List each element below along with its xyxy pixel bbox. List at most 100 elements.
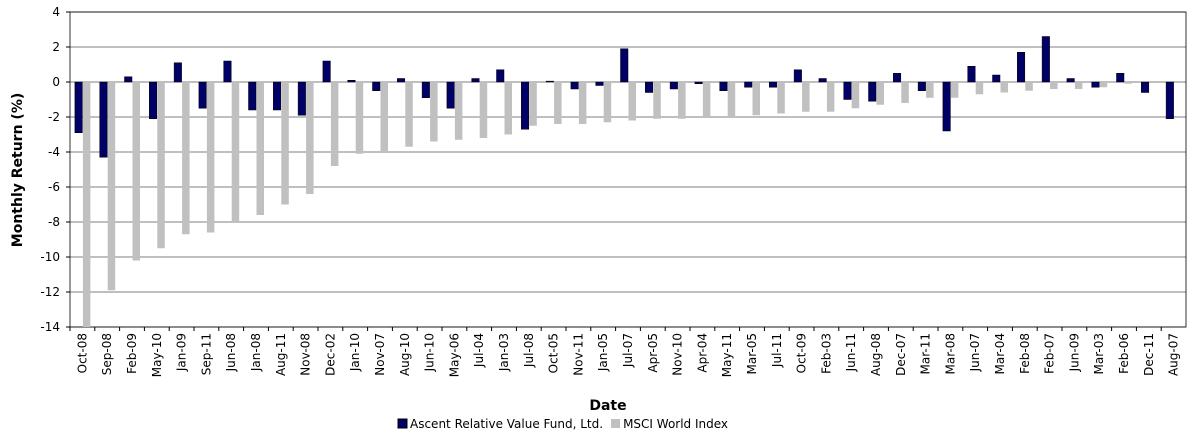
bar xyxy=(206,82,215,233)
x-tick-label: Feb-07 xyxy=(1043,333,1057,374)
bar xyxy=(281,82,289,205)
bar xyxy=(554,82,562,124)
bar xyxy=(702,82,711,117)
bar xyxy=(1017,52,1026,83)
bar xyxy=(355,82,364,154)
x-tick-label: Jul-07 xyxy=(621,333,635,368)
bar xyxy=(124,76,133,83)
x-tick-label: Dec-07 xyxy=(894,333,908,376)
bar xyxy=(744,81,753,88)
bar xyxy=(471,78,480,83)
bar xyxy=(719,81,728,91)
x-tick-label: Sep-11 xyxy=(199,333,213,375)
bar xyxy=(430,82,438,142)
x-tick-label: Dec-02 xyxy=(323,333,337,376)
bar xyxy=(1165,81,1174,119)
bar xyxy=(1050,82,1058,89)
y-tick-label: 4 xyxy=(52,5,60,19)
bar xyxy=(322,60,331,83)
x-tick-label: Aug-11 xyxy=(274,333,288,376)
x-tick-label: Mar-04 xyxy=(993,333,1007,374)
bar xyxy=(1025,82,1033,91)
bar xyxy=(901,82,909,103)
bar xyxy=(942,81,951,132)
bar xyxy=(107,82,116,291)
bar xyxy=(132,82,140,261)
bar xyxy=(678,82,686,119)
bar xyxy=(454,82,463,140)
x-tick-label: Apr-04 xyxy=(695,333,709,373)
bar xyxy=(628,82,636,121)
bar xyxy=(826,82,835,112)
x-tick-label: May-10 xyxy=(150,333,164,377)
bar xyxy=(967,66,976,83)
bar xyxy=(868,81,877,102)
bar xyxy=(479,82,488,138)
x-tick-label: Apr-05 xyxy=(646,333,660,373)
x-tick-label: Feb-08 xyxy=(1018,333,1032,374)
bar xyxy=(1000,82,1008,93)
bar xyxy=(504,82,512,135)
x-axis-label: Date xyxy=(589,398,626,414)
y-tick-label: -2 xyxy=(48,110,60,124)
bar xyxy=(653,82,661,119)
y-tick-label: -10 xyxy=(40,250,60,264)
x-tick-label: May-06 xyxy=(447,333,461,377)
x-tick-label: Nov-10 xyxy=(671,333,685,376)
bar xyxy=(876,82,884,105)
bar xyxy=(752,82,760,116)
x-tick-label: Jan-05 xyxy=(596,333,610,372)
x-tick-label: Feb-09 xyxy=(125,333,139,374)
bar xyxy=(793,69,802,83)
y-tick-label: 2 xyxy=(52,40,60,54)
x-tick-label: Aug-10 xyxy=(398,333,412,376)
y-tick-label: -4 xyxy=(48,145,60,159)
bar xyxy=(893,73,902,83)
bar xyxy=(1074,82,1083,89)
x-tick-label: Mar-05 xyxy=(745,333,759,374)
x-tick-label: Jan-03 xyxy=(497,333,511,372)
bar xyxy=(595,81,604,86)
bar xyxy=(1141,81,1150,93)
bar xyxy=(843,81,852,100)
bar xyxy=(818,78,827,83)
x-tick-label: Jul-11 xyxy=(770,333,784,368)
x-tick-label: Aug-07 xyxy=(1167,333,1181,376)
bar xyxy=(173,62,182,83)
bar xyxy=(578,82,587,124)
bar xyxy=(521,81,530,130)
bar xyxy=(570,81,579,90)
bar xyxy=(380,82,388,152)
bar xyxy=(421,81,430,98)
y-tick-label: 0 xyxy=(52,75,60,89)
x-tick-label: Jan-10 xyxy=(348,333,362,372)
bar xyxy=(446,81,455,109)
bar xyxy=(330,82,339,166)
x-tick-label: Sep-08 xyxy=(100,333,114,375)
bar xyxy=(372,81,381,91)
x-tick-label: Dec-11 xyxy=(1142,333,1156,376)
bar xyxy=(273,81,282,111)
legend-swatch xyxy=(611,419,621,428)
x-tick-label: Jul-08 xyxy=(522,333,536,368)
x-tick-label: Mar-11 xyxy=(919,333,933,374)
x-tick-label: Feb-06 xyxy=(1117,333,1131,374)
bar xyxy=(405,82,413,147)
bar xyxy=(802,82,810,112)
bar xyxy=(1066,78,1075,83)
bar xyxy=(149,81,158,119)
x-tick-label: Nov-11 xyxy=(571,333,585,376)
x-tick-label: Nov-08 xyxy=(299,333,313,376)
bar xyxy=(694,81,703,84)
plot-border xyxy=(69,11,1187,328)
bar xyxy=(917,81,926,91)
bar xyxy=(1041,36,1050,83)
bar xyxy=(851,82,860,109)
bar xyxy=(926,82,934,98)
x-tick-label: Oct-08 xyxy=(75,333,89,373)
x-tick-label: Feb-03 xyxy=(819,333,833,374)
x-tick-label: Jun-11 xyxy=(844,333,858,372)
legend-swatch xyxy=(397,418,408,429)
x-tick-label: Jul-04 xyxy=(472,333,486,368)
